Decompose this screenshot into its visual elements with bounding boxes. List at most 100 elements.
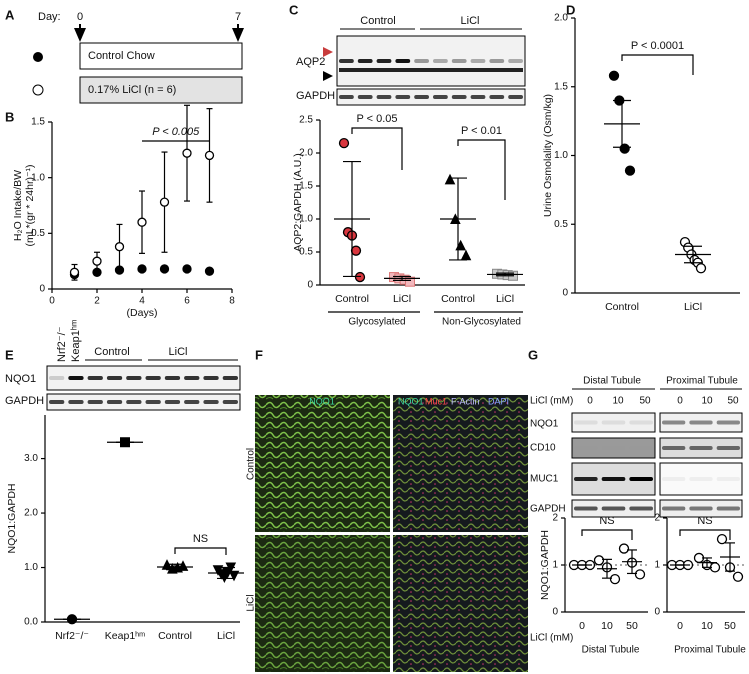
panel-letter: F bbox=[255, 347, 263, 362]
y-tick-label: 1.0 bbox=[299, 214, 313, 225]
y-tick-label: 1.5 bbox=[299, 181, 313, 192]
annotation: NS bbox=[193, 533, 208, 545]
point bbox=[444, 173, 456, 185]
x-axis-label: LiCl (mM) bbox=[530, 633, 573, 644]
blot-band bbox=[68, 376, 84, 380]
legend-symbol bbox=[32, 84, 44, 96]
y-tick-label: 2.5 bbox=[299, 115, 313, 126]
point bbox=[182, 148, 192, 158]
blot-band-label: CD10 bbox=[530, 443, 556, 454]
blot-band-label: NQO1 bbox=[530, 419, 559, 430]
row-label: Control bbox=[246, 448, 257, 480]
x-tick-label: Control bbox=[158, 630, 192, 642]
blot-band bbox=[106, 400, 123, 404]
blot-band bbox=[574, 477, 598, 481]
bracket bbox=[174, 547, 227, 555]
blot-band bbox=[184, 376, 200, 380]
blot-band bbox=[689, 477, 713, 481]
x-tick-label: Nrf2⁻/⁻ bbox=[55, 630, 89, 642]
blot-band bbox=[395, 59, 411, 63]
blot-band bbox=[68, 400, 84, 404]
blot-group: Proximal Tubule bbox=[666, 376, 738, 387]
x-tick-label: 0 bbox=[677, 620, 683, 632]
y-tick-label: 0 bbox=[562, 288, 568, 299]
y-tick-label: 0 bbox=[39, 284, 45, 295]
arrow bbox=[74, 28, 86, 42]
blot-band-label: GAPDH bbox=[530, 504, 566, 515]
blot-band bbox=[339, 59, 354, 63]
point bbox=[634, 569, 646, 580]
blot-band bbox=[489, 59, 505, 63]
y-axis-label: H₂O Intake/BW bbox=[12, 170, 24, 241]
point bbox=[182, 264, 192, 274]
group-box bbox=[79, 42, 243, 70]
group-label: Non-Glycosylated bbox=[442, 317, 521, 328]
blot-band bbox=[339, 95, 354, 99]
group-label: Proximal Tubule bbox=[674, 645, 746, 656]
micrograph bbox=[255, 535, 390, 672]
x-tick-label: Control bbox=[335, 293, 369, 305]
blot-band bbox=[574, 506, 598, 511]
y-tick-label: 1.5 bbox=[31, 117, 45, 128]
y-tick-label: 0.5 bbox=[31, 228, 45, 239]
blot-band bbox=[689, 420, 713, 425]
blot-band bbox=[49, 376, 65, 380]
blot-band bbox=[126, 376, 142, 380]
blot-band-label: MUC1 bbox=[530, 474, 559, 485]
group-label: Control Chow bbox=[88, 50, 155, 62]
blot-band bbox=[203, 376, 219, 380]
point bbox=[350, 245, 362, 256]
blot-band bbox=[451, 95, 467, 99]
blot-band bbox=[716, 506, 740, 511]
blot-band bbox=[574, 420, 598, 425]
blot-lane: Keap1ʰᵐ bbox=[70, 320, 82, 362]
blot-band bbox=[87, 376, 103, 380]
y-tick-label: 1.0 bbox=[24, 562, 38, 573]
annotation: P < 0.01 bbox=[461, 125, 502, 137]
x-tick-label: 10 bbox=[601, 620, 613, 632]
blot-band bbox=[716, 420, 740, 425]
point bbox=[593, 555, 605, 566]
blot-group: Distal Tubule bbox=[583, 376, 641, 387]
y-tick-label: 2 bbox=[552, 513, 558, 524]
x-tick-label: 2 bbox=[94, 296, 100, 307]
blot-band bbox=[164, 376, 181, 380]
blot-band bbox=[689, 506, 713, 511]
dose: 50 bbox=[639, 396, 651, 407]
y-tick-label: 0 bbox=[552, 607, 558, 618]
y-tick-label: 0.0 bbox=[24, 617, 38, 628]
band-arrow bbox=[323, 71, 333, 81]
blot-band bbox=[716, 477, 740, 481]
annotation: P < 0.005 bbox=[152, 126, 200, 138]
group-label: 0.17% LiCl (n = 6) bbox=[88, 84, 176, 96]
blot-band bbox=[126, 400, 142, 404]
blot-band bbox=[339, 68, 523, 72]
blot-group: Control bbox=[94, 346, 129, 358]
blot-band bbox=[629, 506, 653, 511]
blot-band bbox=[629, 477, 653, 481]
annotation: NS bbox=[599, 515, 614, 527]
micrograph bbox=[255, 395, 390, 532]
row-label: LiCl bbox=[246, 594, 257, 611]
blot-group: LiCl bbox=[461, 15, 480, 27]
blot-band bbox=[222, 376, 238, 380]
blot-band bbox=[357, 95, 373, 99]
y-axis-label: (mL*(gr * 24hr)⁻¹) bbox=[24, 165, 36, 247]
point bbox=[69, 267, 80, 277]
dose: 0 bbox=[677, 396, 683, 407]
blot-band bbox=[662, 477, 686, 481]
dose: 50 bbox=[727, 396, 739, 407]
blot-band bbox=[106, 376, 123, 380]
arrow bbox=[232, 28, 244, 42]
blot-band-label: AQP2 bbox=[296, 56, 325, 68]
blot-band bbox=[414, 59, 429, 63]
point bbox=[618, 543, 630, 554]
blot-band bbox=[470, 95, 486, 99]
blot-band bbox=[629, 446, 653, 450]
blot-band bbox=[601, 446, 626, 450]
y-tick-label: 1 bbox=[654, 560, 660, 571]
panel-letter: D bbox=[566, 2, 575, 17]
y-tick-label: 0.5 bbox=[554, 219, 568, 230]
point bbox=[338, 137, 350, 149]
